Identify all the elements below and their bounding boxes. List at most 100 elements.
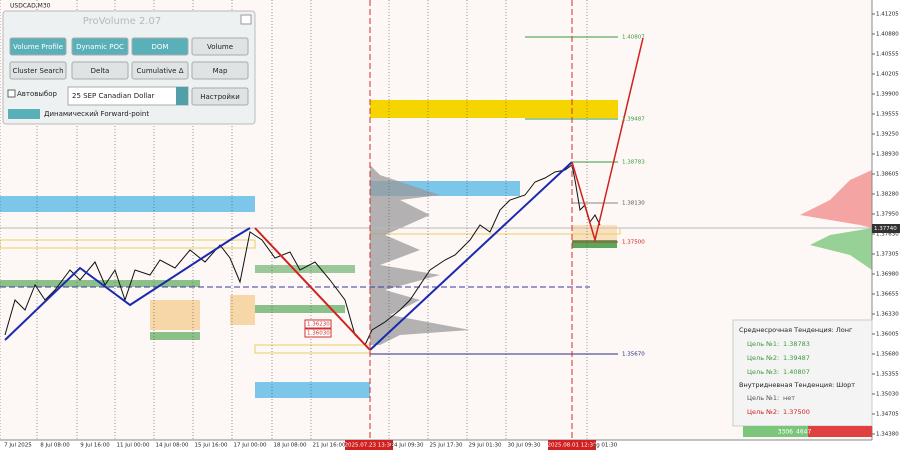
price-box-label: 1.36230 bbox=[307, 322, 330, 328]
volume-bar-sell bbox=[808, 426, 872, 437]
target-label: Цель №1: bbox=[747, 340, 779, 348]
target-value: 1.37500 bbox=[783, 408, 810, 416]
panel-button[interactable] bbox=[131, 61, 189, 80]
trend-line bbox=[254, 227, 371, 351]
panel-button[interactable] bbox=[9, 37, 67, 56]
time-label: ug 01:30 bbox=[593, 443, 618, 449]
symbol: USDCAD,M30 bbox=[10, 3, 51, 10]
target-value: нет bbox=[783, 394, 795, 402]
buy-volume: 3306 bbox=[778, 429, 793, 436]
level-label: 1.35670 bbox=[622, 352, 645, 358]
button-label: Volume bbox=[207, 43, 233, 51]
time-highlight bbox=[345, 440, 393, 450]
volume-profile bbox=[800, 170, 872, 228]
toggle[interactable] bbox=[8, 109, 40, 119]
vertical-grid bbox=[0, 0, 588, 440]
volume-profile bbox=[810, 228, 872, 270]
target-value: 1.39487 bbox=[783, 354, 810, 362]
target-label: Цель №3: bbox=[747, 368, 779, 376]
current-price-box bbox=[872, 224, 900, 233]
time-label: 29 Jul 01:30 bbox=[469, 443, 502, 449]
trend-heading: Внутридневная Тенденция: Шорт bbox=[739, 381, 855, 389]
panel-button[interactable] bbox=[191, 37, 249, 56]
price-label: 1.37950 bbox=[876, 212, 899, 218]
time-label: 9 Jul 16:00 bbox=[80, 443, 110, 449]
time-label: 15 Jul 16:00 bbox=[195, 443, 228, 449]
time-label: 11 Jul 00:00 bbox=[117, 443, 150, 449]
zone bbox=[572, 225, 617, 240]
panel-button[interactable] bbox=[71, 37, 129, 56]
current-price: 1.37740 bbox=[874, 226, 897, 232]
settings-button[interactable] bbox=[191, 87, 249, 106]
zone bbox=[255, 305, 345, 313]
button-label: Dynamic POC bbox=[76, 43, 124, 51]
price-box bbox=[304, 328, 332, 338]
volume-bar bbox=[743, 426, 872, 437]
zone bbox=[255, 382, 370, 398]
panel-button[interactable] bbox=[191, 61, 249, 80]
level-label: 1.39487 bbox=[622, 117, 645, 123]
button-label: Volume Profile bbox=[13, 43, 63, 51]
dropdown-arrow[interactable] bbox=[176, 87, 188, 105]
panel-button[interactable] bbox=[131, 37, 189, 56]
target-value: 1.40807 bbox=[783, 368, 810, 376]
price-label: 1.35680 bbox=[876, 352, 899, 358]
zone bbox=[150, 300, 200, 330]
time-highlight bbox=[548, 440, 596, 450]
price-label: 1.37305 bbox=[876, 252, 899, 258]
target-label: Цель №2: bbox=[747, 354, 779, 362]
price-label: 1.39900 bbox=[876, 92, 899, 98]
zone bbox=[255, 265, 355, 273]
checkbox[interactable] bbox=[7, 89, 16, 98]
forward-point: Динамический Forward-point bbox=[44, 110, 149, 118]
price-label: 1.35030 bbox=[876, 392, 899, 398]
price-label: 1.40555 bbox=[876, 52, 899, 58]
trend-heading: Среднесрочная Тенденция: Лонг bbox=[739, 326, 853, 334]
panel-button[interactable] bbox=[71, 61, 129, 80]
price-label: 1.36330 bbox=[876, 312, 899, 318]
time-label: 2025.07.23 13:30 bbox=[344, 443, 394, 449]
instrument: 25 SEP Canadian Dollar bbox=[72, 92, 155, 100]
price-label: 1.36655 bbox=[876, 292, 899, 298]
price-label: 1.38930 bbox=[876, 152, 899, 158]
zone bbox=[0, 239, 256, 249]
time-label: 21 Jul 16:00 bbox=[313, 443, 346, 449]
price-series bbox=[4, 164, 601, 346]
trend-box bbox=[732, 319, 873, 427]
time-label: 2025.08.01 12:30 bbox=[547, 443, 597, 449]
trend-line bbox=[571, 37, 644, 243]
settings-label: Настройки bbox=[200, 93, 240, 101]
price-label: 1.36005 bbox=[876, 332, 899, 338]
target-label: Цель №2: bbox=[747, 408, 779, 416]
time-label: 8 Jul 08:00 bbox=[40, 443, 70, 449]
price-label: 1.35355 bbox=[876, 372, 899, 378]
price-label: 1.41205 bbox=[876, 12, 899, 18]
volume-profile bbox=[370, 165, 470, 345]
panel-title: ProVolume 2.07 bbox=[83, 16, 162, 27]
auto-select: Автовыбор bbox=[17, 90, 58, 98]
price-label: 1.34705 bbox=[876, 412, 899, 418]
price-label: 1.40880 bbox=[876, 32, 899, 38]
panel-button[interactable] bbox=[9, 61, 67, 80]
sell-volume: 4647 bbox=[796, 429, 811, 436]
level-label: 1.38130 bbox=[622, 201, 645, 207]
time-label: 17 Jul 00:00 bbox=[234, 443, 267, 449]
target-value: 1.38783 bbox=[783, 340, 810, 348]
panel-close[interactable] bbox=[240, 14, 252, 25]
time-label: 18 Jul 08:00 bbox=[274, 443, 307, 449]
zone bbox=[150, 332, 200, 340]
price-label: 1.40205 bbox=[876, 72, 899, 78]
price-label: 1.34380 bbox=[876, 432, 899, 438]
price-label: 1.39250 bbox=[876, 132, 899, 138]
button-label: Map bbox=[213, 67, 228, 75]
level-label: 1.38783 bbox=[622, 160, 645, 166]
zone bbox=[572, 240, 617, 248]
price-label: 1.36980 bbox=[876, 272, 899, 278]
level-label: 1.37500 bbox=[622, 240, 645, 246]
price-label: 1.37630 bbox=[876, 232, 899, 238]
target-label: Цель №1: bbox=[747, 394, 779, 402]
button-label: DOM bbox=[152, 43, 169, 51]
price-label: 1.38605 bbox=[876, 172, 899, 178]
